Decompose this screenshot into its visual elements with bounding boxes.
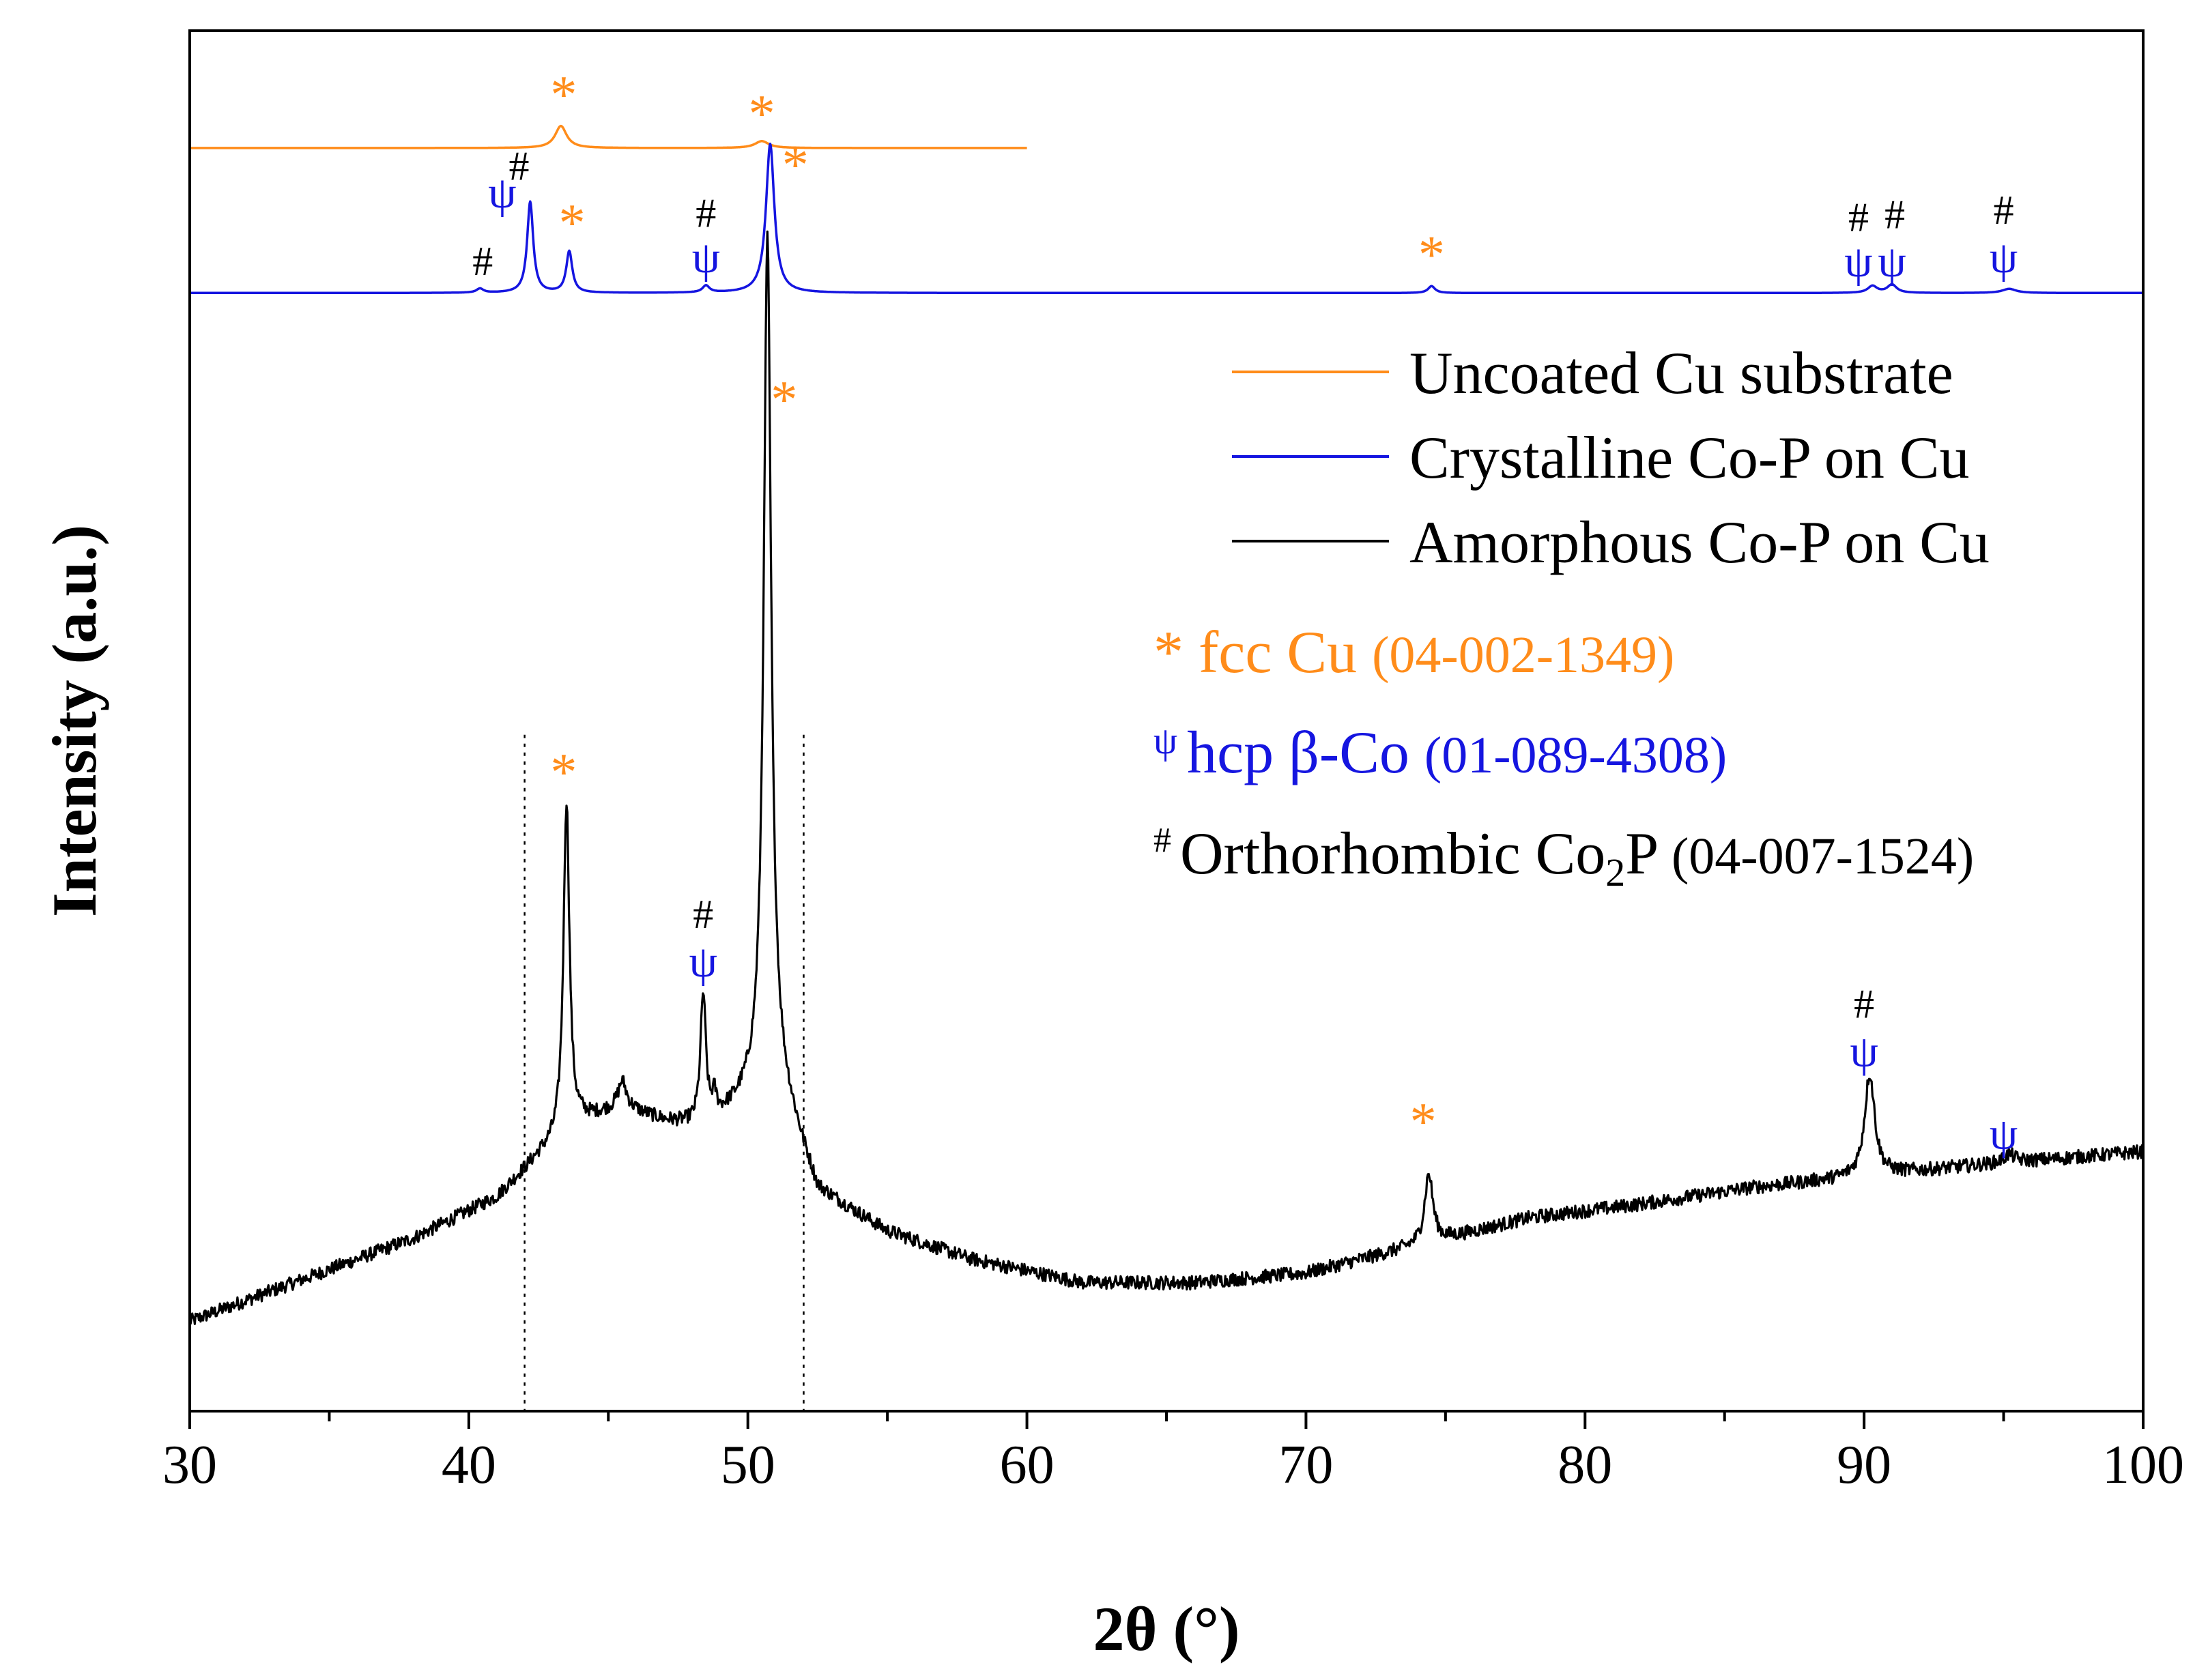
x-tick-label: 80 — [1558, 1435, 1612, 1495]
x-tick-label: 50 — [721, 1435, 775, 1495]
legend-phase-symbol: # — [1153, 821, 1180, 860]
legend-phase-cop: # Orthorhombic Co2P (04-007-1524) — [1153, 821, 1974, 895]
peak-marker-cu: * — [782, 135, 809, 194]
series-layer — [188, 124, 2145, 1325]
legend-phase-name: Orthorhombic Co — [1180, 821, 1605, 887]
x-tick-label: 70 — [1278, 1435, 1333, 1495]
peak-marker-co: ψ — [689, 937, 717, 987]
peak-marker-cop: # — [508, 143, 529, 188]
legend-phase-ref: (04-007-1524) — [1672, 828, 1974, 885]
peak-markers: * **ψ#*##ψ *#ψ#ψ#ψ**#ψ*#ψψ — [472, 64, 2018, 1159]
peak-marker-cop: # — [696, 190, 716, 235]
x-tick-label: 90 — [1837, 1435, 1891, 1495]
legend-line-label: Uncoated Cu substrate — [1409, 341, 1953, 407]
legend-series: Uncoated Cu substrate Crystalline Co-P on… — [1232, 341, 1990, 576]
peak-marker-cop: # — [693, 892, 713, 937]
peak-marker-co: ψ — [1850, 1026, 1878, 1076]
y-axis-title: Intensity (a.u.) — [40, 525, 109, 917]
x-tick-label: 60 — [1000, 1435, 1055, 1495]
x-axis-ticks — [188, 1411, 2145, 1429]
legend: Uncoated Cu substrate Crystalline Co-P on… — [1153, 341, 1990, 895]
x-tick-label: 30 — [162, 1435, 217, 1495]
legend-phase-name: hcp β-Co — [1187, 720, 1424, 786]
peak-marker-co: ψ — [1844, 237, 1872, 287]
peak-marker-co: ψ — [692, 233, 720, 283]
x-tick-label: 40 — [442, 1435, 496, 1495]
legend-phases: * fcc Cu (04-002-1349) ψ hcp β-Co (01-089… — [1153, 620, 1974, 895]
peak-marker-cu: * — [1418, 225, 1445, 284]
legend-phase-ref: (04-002-1349) — [1372, 626, 1674, 684]
peak-marker-cu: * — [550, 64, 577, 124]
x-tick-label: 100 — [2102, 1435, 2184, 1495]
legend-phase-cu: * fcc Cu (04-002-1349) — [1153, 620, 1674, 686]
peak-marker-cu: * — [1410, 1091, 1437, 1150]
peak-marker-cop: # — [1848, 194, 1869, 240]
peak-marker-cu: * — [771, 369, 797, 429]
legend-phase-name: fcc Cu — [1199, 620, 1372, 686]
series-line-2 — [189, 143, 2144, 295]
peak-marker-cop: # — [1994, 188, 2014, 233]
legend-phase-subscript: 2 — [1605, 850, 1625, 895]
peak-marker-cop: # — [472, 239, 493, 284]
peak-marker-co: ψ — [488, 168, 516, 218]
peak-marker-cop: # — [1884, 192, 1905, 237]
peak-marker-cop: # — [1854, 981, 1874, 1026]
peak-marker-cu: * — [550, 742, 577, 802]
legend-phase-symbol: * — [1153, 620, 1199, 686]
peak-marker-co: ψ — [1878, 237, 1906, 287]
legend-line-label: Crystalline Co-P on Cu — [1409, 425, 1970, 491]
x-axis-title: 2θ (°) — [1093, 1594, 1239, 1664]
reference-lines — [524, 734, 805, 1411]
peak-marker-cu: * — [559, 192, 586, 252]
peak-marker-cu: * — [749, 84, 775, 143]
legend-line-label: Amorphous Co-P on Cu — [1409, 510, 1990, 576]
plot-area: * **ψ#*##ψ *#ψ#ψ#ψ**#ψ*#ψψ — [188, 64, 2145, 1411]
peak-marker-co: ψ — [1990, 233, 2018, 283]
peak-marker-co: ψ — [1990, 1110, 2018, 1159]
legend-phase-co: ψ hcp β-Co (01-089-4308) — [1153, 720, 1727, 786]
series-line-1 — [189, 124, 1028, 149]
legend-phase-name-tail: P — [1625, 821, 1672, 887]
series-line-3 — [188, 230, 2145, 1325]
x-axis-tick-labels: 30 40 50 60 70 80 90 100 — [162, 1435, 2184, 1495]
legend-phase-ref: (01-089-4308) — [1424, 727, 1727, 784]
legend-phase-symbol: ψ — [1153, 720, 1187, 762]
